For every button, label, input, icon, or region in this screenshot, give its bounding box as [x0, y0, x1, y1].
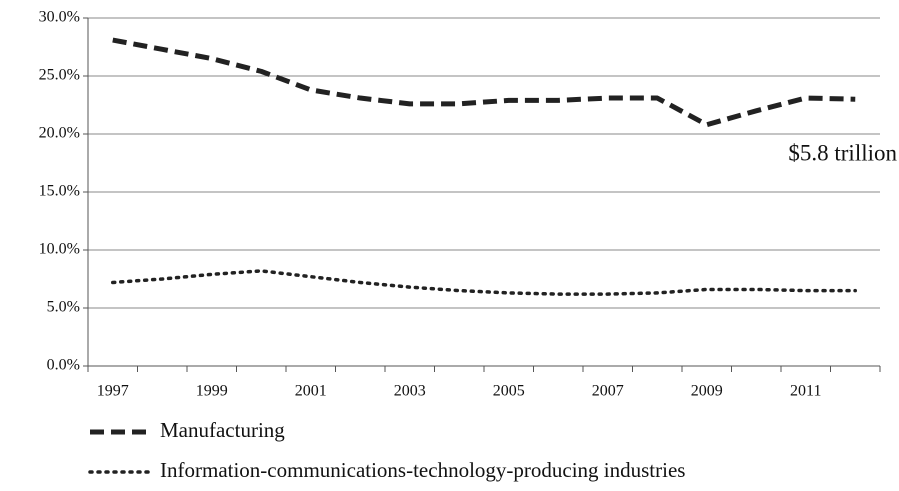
- y-tick-label: 5.0%: [47, 299, 80, 316]
- series-line: [112, 37, 856, 128]
- series-line: [111, 269, 857, 296]
- x-tick-label: 2001: [295, 383, 327, 400]
- annotation: $5.8 trillion: [788, 140, 897, 165]
- x-tick-label: 2011: [790, 383, 821, 400]
- y-tick-label: 20.0%: [39, 125, 80, 142]
- x-tick-label: 1997: [97, 383, 129, 400]
- y-tick-label: 25.0%: [39, 67, 80, 84]
- legend-label: Information-communications-technology-pr…: [160, 458, 685, 482]
- y-tick-label: 10.0%: [39, 241, 80, 258]
- y-tick-label: 15.0%: [39, 183, 80, 200]
- x-tick-label: 2009: [691, 383, 723, 400]
- x-tick-label: 1999: [196, 383, 228, 400]
- y-tick-label: 0.0%: [47, 357, 80, 374]
- y-tick-label: 30.0%: [39, 9, 80, 26]
- x-tick-label: 2005: [493, 383, 525, 400]
- legend-label: Manufacturing: [160, 418, 285, 442]
- x-tick-label: 2007: [592, 383, 624, 400]
- x-tick-label: 2003: [394, 383, 426, 400]
